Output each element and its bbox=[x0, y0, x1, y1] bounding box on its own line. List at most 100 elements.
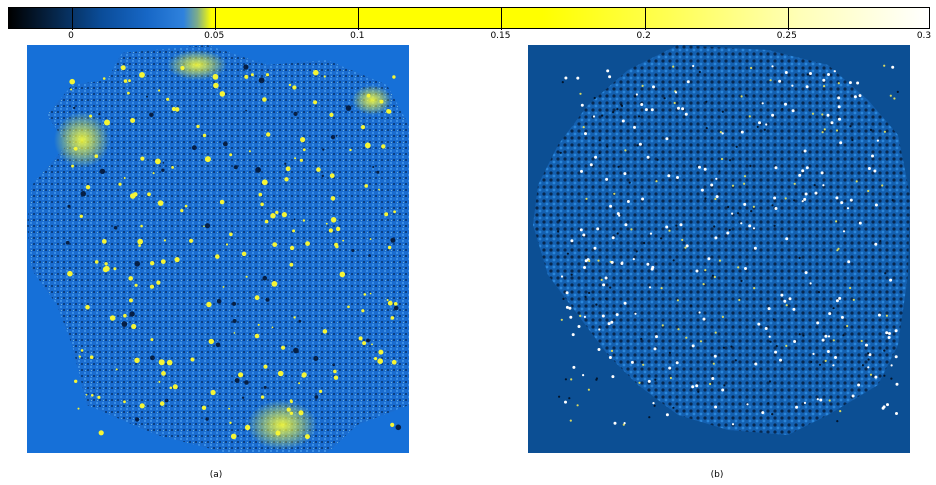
panel-a-spot bbox=[293, 218, 296, 221]
panel-a-spot bbox=[115, 368, 118, 371]
panel-a-spot bbox=[123, 313, 127, 318]
panel-b-dot bbox=[891, 199, 894, 202]
panel-b-dot bbox=[649, 232, 653, 235]
panel-b-dot bbox=[768, 380, 772, 383]
panel-a-spot bbox=[393, 302, 398, 306]
panel-b-dot bbox=[621, 261, 624, 264]
colorbar-tick-label: 0.05 bbox=[204, 31, 225, 41]
panel-a-spot bbox=[345, 105, 352, 111]
panel-a-bright-region bbox=[247, 400, 317, 450]
panel-b-dot bbox=[596, 227, 600, 231]
panel-b-dot bbox=[560, 275, 564, 278]
panel-a-spot bbox=[150, 355, 155, 361]
panel-b-dot bbox=[561, 81, 564, 84]
panel-b-dot bbox=[761, 102, 764, 105]
panel-a-spot bbox=[371, 343, 373, 346]
panel-b-dot bbox=[768, 335, 771, 338]
panel-b-dot bbox=[805, 85, 809, 89]
panel-a-spot bbox=[98, 430, 104, 436]
panel-b-dot bbox=[714, 236, 718, 240]
panel-a-spot bbox=[104, 119, 110, 126]
panel-b-dot bbox=[593, 96, 596, 100]
panel-a-spot bbox=[250, 73, 254, 77]
panel-b-dot bbox=[771, 65, 774, 68]
panel-b-dot bbox=[835, 220, 838, 223]
panel-a-spot bbox=[294, 157, 297, 160]
panel-b-dot bbox=[623, 172, 627, 176]
panel-b-dot bbox=[793, 340, 797, 343]
panel-a-spot bbox=[101, 239, 107, 244]
panel-b-dot bbox=[743, 202, 747, 206]
panel-b-dot bbox=[753, 246, 757, 250]
panel-b-image bbox=[528, 45, 910, 453]
panel-a-spot bbox=[333, 375, 339, 380]
panel-a-spot bbox=[150, 261, 155, 266]
panel-b-dot bbox=[756, 125, 759, 128]
panel-b-dot bbox=[718, 259, 722, 262]
panel-b-dot bbox=[610, 349, 614, 352]
panel-b-dot bbox=[616, 212, 620, 216]
panel-b-dot bbox=[559, 151, 562, 154]
panel-a-spot bbox=[369, 292, 372, 295]
colorbar-tick-label: 0.3 bbox=[916, 31, 932, 41]
panel-b-dot bbox=[894, 329, 898, 333]
panel-b-dot bbox=[634, 312, 637, 315]
panel-a-spot bbox=[262, 97, 267, 102]
panel-a-spot bbox=[329, 112, 334, 117]
panel-a-spot bbox=[203, 225, 205, 228]
panel-b-dot bbox=[783, 299, 787, 303]
panel-a-spot bbox=[149, 112, 154, 118]
panel-a-spot bbox=[156, 280, 161, 285]
panel-a-spot bbox=[245, 275, 248, 278]
panel-a-spot bbox=[364, 184, 369, 188]
panel-b-dot bbox=[802, 334, 805, 337]
panel-a-spot bbox=[395, 424, 402, 431]
panel-b-dot bbox=[885, 331, 889, 335]
panel-a-spot bbox=[77, 407, 80, 410]
panel-b-dot bbox=[668, 366, 672, 370]
panel-a-spot bbox=[243, 64, 249, 70]
panel-a-spot bbox=[171, 106, 176, 112]
panel-a-spot bbox=[158, 89, 161, 92]
panel-b-dot bbox=[821, 338, 825, 342]
panel-b-dot bbox=[867, 366, 870, 369]
panel-a-spot bbox=[146, 95, 148, 98]
panel-b-dot bbox=[569, 419, 572, 422]
panel-a-spot bbox=[230, 433, 237, 440]
panel-a-spot bbox=[368, 254, 371, 257]
panel-b-dot bbox=[598, 139, 601, 142]
panel-b-dot bbox=[842, 334, 845, 337]
panel-b-dot bbox=[896, 90, 899, 93]
panel-b-dot bbox=[562, 297, 565, 300]
panel-b-dot bbox=[731, 212, 734, 215]
panel-b-dot bbox=[827, 335, 831, 338]
panel-b-dot bbox=[652, 85, 655, 89]
panel-a-spot bbox=[262, 275, 268, 281]
panel-b-dot bbox=[620, 104, 624, 107]
panel-a-spot bbox=[322, 329, 328, 334]
panel-a-spot bbox=[123, 400, 126, 404]
panel-b-dot bbox=[894, 355, 898, 359]
panel-a-spot bbox=[85, 394, 88, 396]
panel-b-dot bbox=[624, 223, 628, 227]
panel-a-spot bbox=[390, 237, 396, 243]
panel-b-dot bbox=[726, 231, 730, 235]
panel-b-dot bbox=[606, 69, 610, 73]
panel-a-spot bbox=[293, 347, 299, 354]
panel-b-dot bbox=[731, 184, 735, 187]
panel-a-spot bbox=[80, 191, 86, 197]
panel-b-dot bbox=[727, 205, 730, 209]
panel-a-spot bbox=[78, 355, 81, 358]
panel-b-dot bbox=[579, 228, 583, 232]
panel-b-dot bbox=[826, 113, 830, 117]
panel-b-dot bbox=[634, 95, 637, 98]
panel-a-spot bbox=[328, 228, 333, 233]
panel-b-dot bbox=[702, 317, 706, 321]
panel-b-dot bbox=[803, 149, 807, 153]
panel-b-dot bbox=[784, 102, 787, 106]
panel-a-spot bbox=[85, 304, 90, 310]
panel-b-dot bbox=[623, 422, 626, 425]
panel-b-dot bbox=[564, 378, 567, 381]
panel-b-dot bbox=[668, 229, 671, 232]
panel-a-spot bbox=[369, 238, 372, 241]
